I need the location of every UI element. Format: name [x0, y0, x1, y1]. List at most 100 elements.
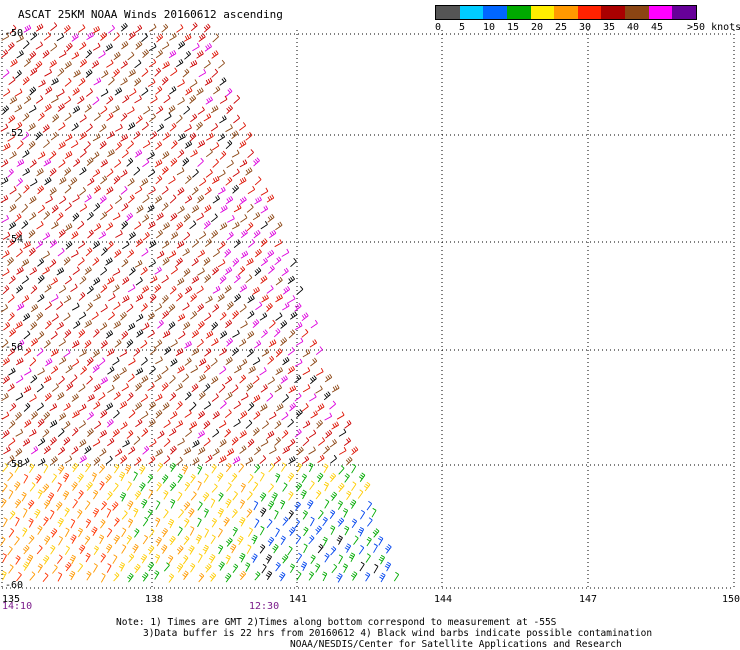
wind-barb: [176, 545, 184, 555]
wind-barb: [49, 509, 55, 520]
wind-barb: [35, 95, 44, 104]
lon-label-138: 138: [145, 594, 164, 605]
wind-barb: [266, 518, 273, 529]
wind-barb: [149, 240, 157, 249]
wind-barb: [120, 311, 127, 321]
wind-barb: [233, 94, 241, 104]
wind-barb: [132, 543, 139, 554]
wind-barb: [147, 168, 156, 178]
wind-barb: [197, 501, 203, 511]
wind-barb: [190, 365, 199, 374]
wind-barb: [154, 159, 163, 168]
wind-barb: [65, 240, 73, 250]
wind-barb: [64, 167, 72, 176]
wind-barb: [211, 518, 217, 528]
wind-barb: [148, 42, 157, 51]
wind-barb: [208, 554, 216, 564]
wind-barb: [231, 347, 239, 357]
wind-barb: [15, 121, 23, 131]
wind-barb: [239, 552, 246, 563]
wind-barb: [365, 553, 371, 563]
wind-barb: [155, 500, 161, 510]
wind-barb: [239, 303, 247, 313]
wind-barb: [280, 375, 288, 384]
wind-barb: [45, 320, 52, 330]
wind-barb: [63, 420, 71, 430]
wind-barb: [101, 247, 108, 256]
wind-barb: [184, 340, 192, 349]
map-title: ASCAT 25KM NOAA Winds 20160612 ascending: [18, 8, 283, 21]
wind-barb: [93, 277, 101, 286]
wind-barb: [203, 23, 211, 33]
wind-barb: [139, 465, 146, 475]
wind-barb: [176, 240, 185, 249]
wind-barb: [203, 401, 212, 410]
wind-barb: [148, 401, 156, 410]
wind-barb: [310, 357, 318, 367]
wind-barb: [281, 429, 289, 439]
wind-barb: [2, 375, 10, 384]
wind-barb: [51, 77, 59, 86]
wind-barb: [182, 157, 190, 167]
wind-barb: [136, 329, 144, 338]
wind-barb: [296, 571, 302, 581]
wind-barb: [182, 68, 190, 78]
wind-barb: [98, 464, 106, 474]
wind-barb: [77, 562, 84, 573]
wind-barb: [190, 491, 197, 501]
wind-barb: [300, 489, 307, 500]
wind-barb: [141, 303, 148, 312]
wind-barb: [220, 204, 228, 213]
wind-barb: [79, 439, 87, 448]
wind-barb: [15, 230, 23, 240]
wind-barb: [134, 456, 142, 466]
wind-barb: [121, 220, 129, 230]
wind-barb: [316, 472, 324, 483]
wind-barb: [30, 303, 39, 313]
wind-barb: [43, 463, 49, 474]
wind-barb: [79, 203, 88, 212]
wind-barb: [281, 267, 289, 277]
wind-barb: [56, 32, 65, 42]
wind-barb: [164, 346, 172, 355]
wind-barb: [126, 303, 134, 313]
wind-barb: [162, 132, 170, 141]
wind-barb: [71, 340, 80, 349]
wind-barb: [177, 40, 186, 50]
wind-barb: [226, 104, 233, 115]
wind-barb: [49, 259, 57, 268]
wind-barb: [29, 195, 37, 205]
wind-barb: [155, 85, 163, 95]
wind-barb: [240, 250, 249, 259]
wind-barb: [212, 195, 220, 204]
wind-barb: [275, 367, 283, 376]
wind-barb: [56, 301, 64, 310]
wind-barb: [287, 472, 295, 482]
wind-barb: [16, 50, 24, 59]
wind-barb: [156, 212, 164, 221]
wind-barb: [205, 454, 213, 464]
wind-barb: [127, 518, 134, 528]
wind-barb: [182, 555, 189, 565]
wind-barb: [2, 268, 10, 277]
wind-barb: [162, 150, 170, 160]
wind-barb: [128, 409, 136, 419]
wind-barb: [204, 43, 212, 52]
wind-barb: [191, 239, 199, 248]
wind-barb: [198, 231, 207, 240]
wind-barb: [366, 536, 372, 547]
wind-barb: [13, 481, 21, 491]
wind-barb: [134, 59, 142, 69]
wind-barb: [29, 159, 37, 168]
wind-barb: [239, 445, 247, 454]
wind-barb: [282, 286, 291, 295]
wind-barb: [52, 383, 59, 392]
wind-barb: [185, 175, 192, 185]
wind-barb: [14, 498, 22, 509]
wind-barb: [98, 231, 107, 240]
wind-barb: [275, 221, 283, 231]
wind-barb: [9, 24, 17, 34]
wind-barb: [37, 563, 43, 573]
wind-barb: [190, 563, 196, 573]
wind-barb: [330, 454, 337, 464]
